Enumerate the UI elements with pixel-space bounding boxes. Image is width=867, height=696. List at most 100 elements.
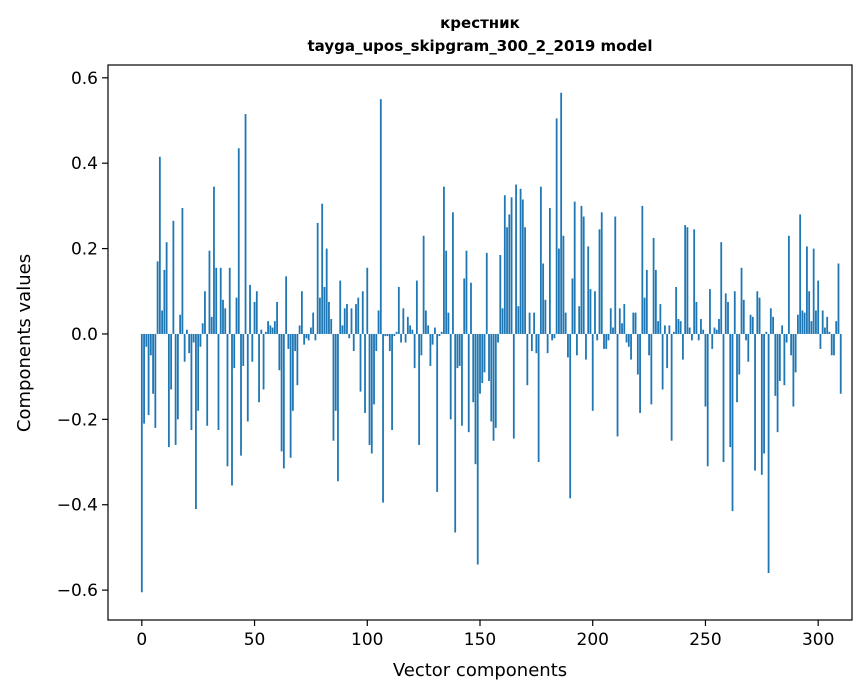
bar-26: [199, 333, 202, 347]
y-tick-label: −0.6: [57, 581, 98, 601]
bar-68: [294, 333, 297, 352]
bar-79: [319, 297, 321, 334]
bar-137: [449, 333, 452, 420]
bar-177: [539, 186, 542, 334]
bar-114: [397, 287, 400, 334]
bar-128: [429, 333, 432, 366]
bar-43: [237, 148, 240, 334]
bar-126: [424, 310, 427, 334]
bar-116: [402, 308, 405, 334]
bar-286: [785, 333, 788, 343]
bar-183: [553, 333, 556, 339]
bar-275: [760, 333, 763, 475]
bar-49: [251, 333, 254, 362]
bar-96: [357, 297, 360, 334]
bar-19: [183, 333, 186, 362]
y-axis-ticks: −0.6 −0.4 −0.2 0.0 0.2 0.4 0.6: [57, 69, 108, 601]
bar-104: [375, 333, 378, 352]
bar-60: [276, 301, 278, 334]
bar-281: [774, 333, 777, 396]
bar-170: [524, 227, 526, 334]
bar-232: [663, 325, 666, 334]
bar-248: [700, 319, 702, 334]
bar-215: [625, 333, 628, 343]
bar-239: [679, 321, 682, 334]
bar-162: [506, 227, 508, 334]
bar-46: [244, 114, 247, 334]
bar-190: [569, 333, 572, 499]
bar-187: [562, 235, 565, 334]
bar-216: [627, 333, 630, 347]
bar-293: [801, 310, 804, 334]
bar-120: [411, 329, 414, 334]
bar-230: [659, 304, 662, 334]
bar-300: [817, 280, 820, 334]
bar-119: [409, 325, 412, 334]
bar-274: [758, 297, 761, 334]
bar-203: [598, 229, 601, 334]
bar-265: [738, 333, 741, 375]
bar-282: [776, 333, 779, 433]
bar-151: [481, 333, 484, 384]
bar-175: [535, 333, 538, 354]
bar-123: [418, 333, 421, 445]
bar-130: [434, 327, 436, 334]
bar-58: [271, 327, 274, 334]
bar-38: [226, 333, 229, 467]
bar-51: [255, 291, 258, 334]
bar-184: [555, 118, 558, 334]
bar-66: [289, 333, 292, 458]
bar-191: [571, 278, 574, 334]
bar-109: [386, 333, 389, 337]
bar-25: [197, 333, 200, 411]
bar-98: [361, 291, 364, 334]
bar-65: [287, 333, 290, 349]
bar-139: [454, 333, 457, 533]
bar-95: [355, 304, 357, 334]
bar-247: [697, 333, 700, 341]
bar-167: [517, 306, 520, 334]
bar-4: [149, 333, 152, 356]
chart-title-line2: tayga_upos_skipgram_300_2_2019 model: [308, 37, 653, 55]
bar-117: [404, 333, 407, 343]
bar-103: [373, 333, 375, 405]
bar-210: [614, 216, 617, 334]
bar-10: [163, 269, 166, 334]
bar-303: [824, 327, 826, 334]
bar-145: [467, 333, 470, 433]
bar-160: [501, 308, 504, 334]
bar-152: [483, 333, 486, 373]
bar-272: [754, 333, 756, 471]
bar-158: [497, 333, 499, 343]
bar-225: [648, 333, 650, 356]
bar-144: [465, 250, 468, 334]
x-tick-label: 200: [577, 630, 609, 650]
bar-23: [192, 333, 195, 343]
x-tick-label: 150: [464, 630, 496, 650]
bar-249: [702, 329, 705, 334]
bar-308: [835, 321, 838, 334]
bar-150: [479, 333, 481, 394]
bar-147: [472, 333, 475, 403]
bar-195: [580, 205, 583, 334]
bar-36: [222, 299, 224, 334]
bar-84: [330, 319, 333, 334]
bar-219: [634, 312, 637, 334]
bar-254: [713, 327, 716, 334]
bar-163: [508, 214, 511, 334]
bar-63: [282, 333, 285, 469]
plot-frame: [107, 64, 853, 621]
bar-287: [787, 235, 790, 334]
bar-250: [704, 333, 707, 407]
bar-283: [778, 333, 781, 381]
bar-94: [352, 333, 355, 352]
bar-189: [567, 333, 569, 358]
bar-173: [530, 333, 533, 352]
bar-208: [609, 308, 612, 334]
bar-289: [792, 333, 795, 407]
bar-47: [246, 333, 249, 422]
bar-246: [695, 301, 698, 334]
bar-55: [264, 331, 267, 334]
bar-124: [420, 333, 423, 356]
bar-241: [684, 225, 687, 334]
